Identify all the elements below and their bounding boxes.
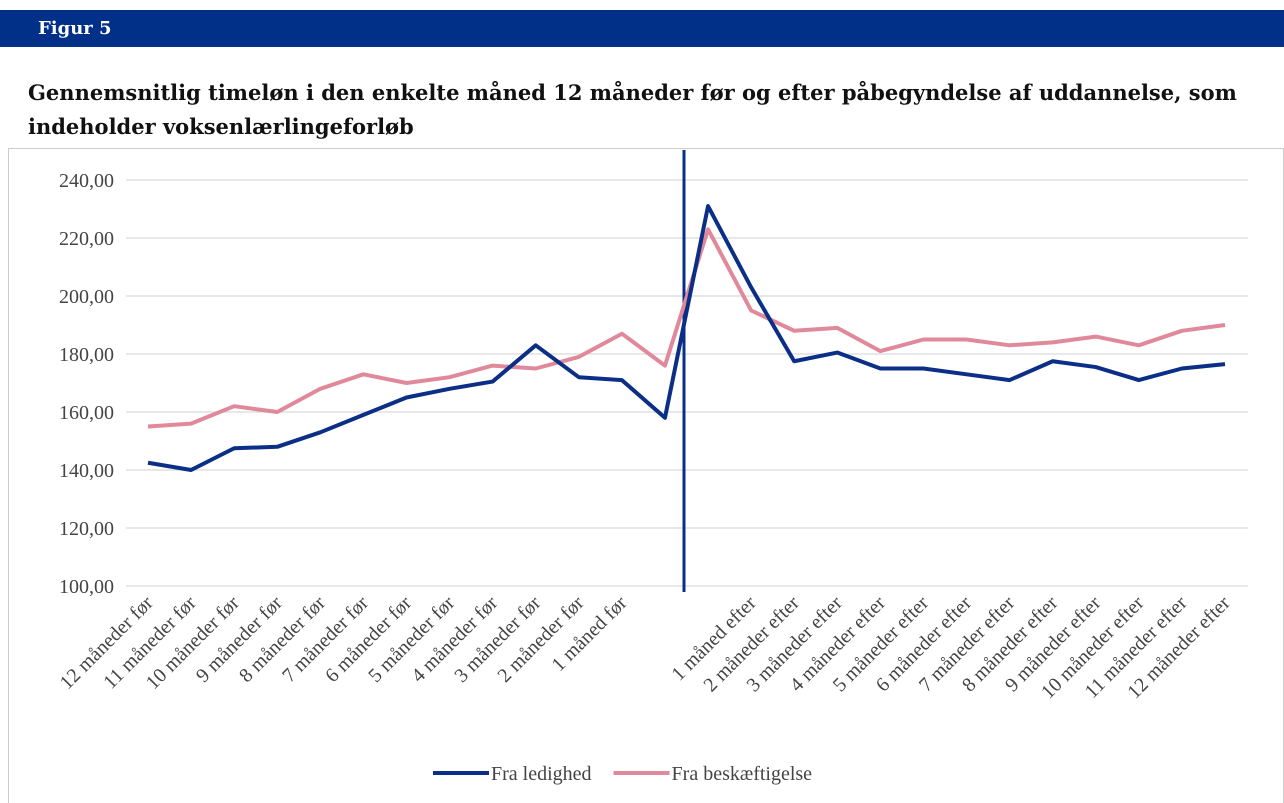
y-tick-label: 160,00	[59, 402, 114, 424]
chart-title: Gennemsnitlig timeløn i den enkelte måne…	[28, 80, 1237, 139]
figure-label: Figur 5	[0, 10, 1284, 47]
legend-label: Fra beskæftigelse	[672, 763, 813, 785]
y-tick-label: 180,00	[59, 344, 114, 366]
y-tick-label: 200,00	[59, 286, 114, 308]
y-tick-label: 140,00	[59, 460, 114, 482]
y-tick-label: 100,00	[59, 576, 114, 598]
series-line	[147, 227, 1226, 429]
chart-frame	[8, 148, 1284, 803]
legend-label: Fra ledighed	[491, 763, 592, 785]
y-tick-label: 120,00	[59, 518, 114, 540]
y-tick-label: 220,00	[59, 228, 114, 250]
series-line	[147, 204, 1226, 472]
y-tick-label: 240,00	[59, 170, 114, 192]
